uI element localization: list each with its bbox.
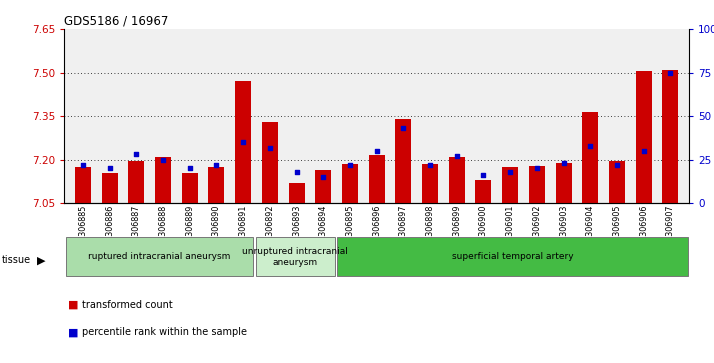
Point xyxy=(211,162,222,168)
Point xyxy=(238,139,249,145)
Point xyxy=(131,152,142,158)
Text: percentile rank within the sample: percentile rank within the sample xyxy=(82,327,247,337)
Point xyxy=(451,153,463,159)
Bar xyxy=(476,180,491,203)
Bar xyxy=(129,161,144,203)
Bar xyxy=(502,167,518,203)
Bar xyxy=(448,157,465,203)
Point xyxy=(184,166,196,171)
Bar xyxy=(208,167,224,203)
FancyBboxPatch shape xyxy=(337,237,688,277)
FancyBboxPatch shape xyxy=(256,237,335,277)
Bar xyxy=(555,163,571,203)
Bar xyxy=(368,155,385,203)
Bar xyxy=(262,122,278,203)
Point xyxy=(398,126,409,131)
Bar xyxy=(75,167,91,203)
Point xyxy=(264,144,276,150)
Text: unruptured intracranial
aneurysm: unruptured intracranial aneurysm xyxy=(242,247,348,266)
Point xyxy=(157,157,169,163)
Point xyxy=(424,162,436,168)
Bar xyxy=(342,164,358,203)
Bar xyxy=(235,81,251,203)
Text: tissue: tissue xyxy=(1,255,31,265)
Bar xyxy=(663,70,678,203)
Bar xyxy=(315,170,331,203)
Bar xyxy=(288,183,305,203)
Text: ▶: ▶ xyxy=(37,255,46,265)
Point xyxy=(77,162,89,168)
Text: ■: ■ xyxy=(68,300,79,310)
Text: superficial temporal artery: superficial temporal artery xyxy=(452,252,573,261)
Point xyxy=(318,174,329,180)
Point xyxy=(104,166,116,171)
Bar xyxy=(529,166,545,203)
Bar xyxy=(155,157,171,203)
Point xyxy=(371,148,383,154)
Point xyxy=(291,169,302,175)
Point xyxy=(585,143,596,149)
Text: ruptured intracranial aneurysm: ruptured intracranial aneurysm xyxy=(88,252,231,261)
Bar xyxy=(396,119,411,203)
Bar xyxy=(609,161,625,203)
Point xyxy=(344,162,356,168)
Point xyxy=(531,166,543,171)
Bar xyxy=(101,173,118,203)
Bar xyxy=(635,71,652,203)
Point xyxy=(638,148,649,154)
Point xyxy=(611,162,623,168)
Point xyxy=(504,169,516,175)
Bar xyxy=(422,164,438,203)
Point xyxy=(558,160,569,166)
Text: GDS5186 / 16967: GDS5186 / 16967 xyxy=(64,15,169,28)
Point xyxy=(478,172,489,178)
Bar xyxy=(582,112,598,203)
Point xyxy=(665,70,676,76)
FancyBboxPatch shape xyxy=(66,237,253,277)
Bar xyxy=(182,173,198,203)
Text: transformed count: transformed count xyxy=(82,300,173,310)
Text: ■: ■ xyxy=(68,327,79,337)
